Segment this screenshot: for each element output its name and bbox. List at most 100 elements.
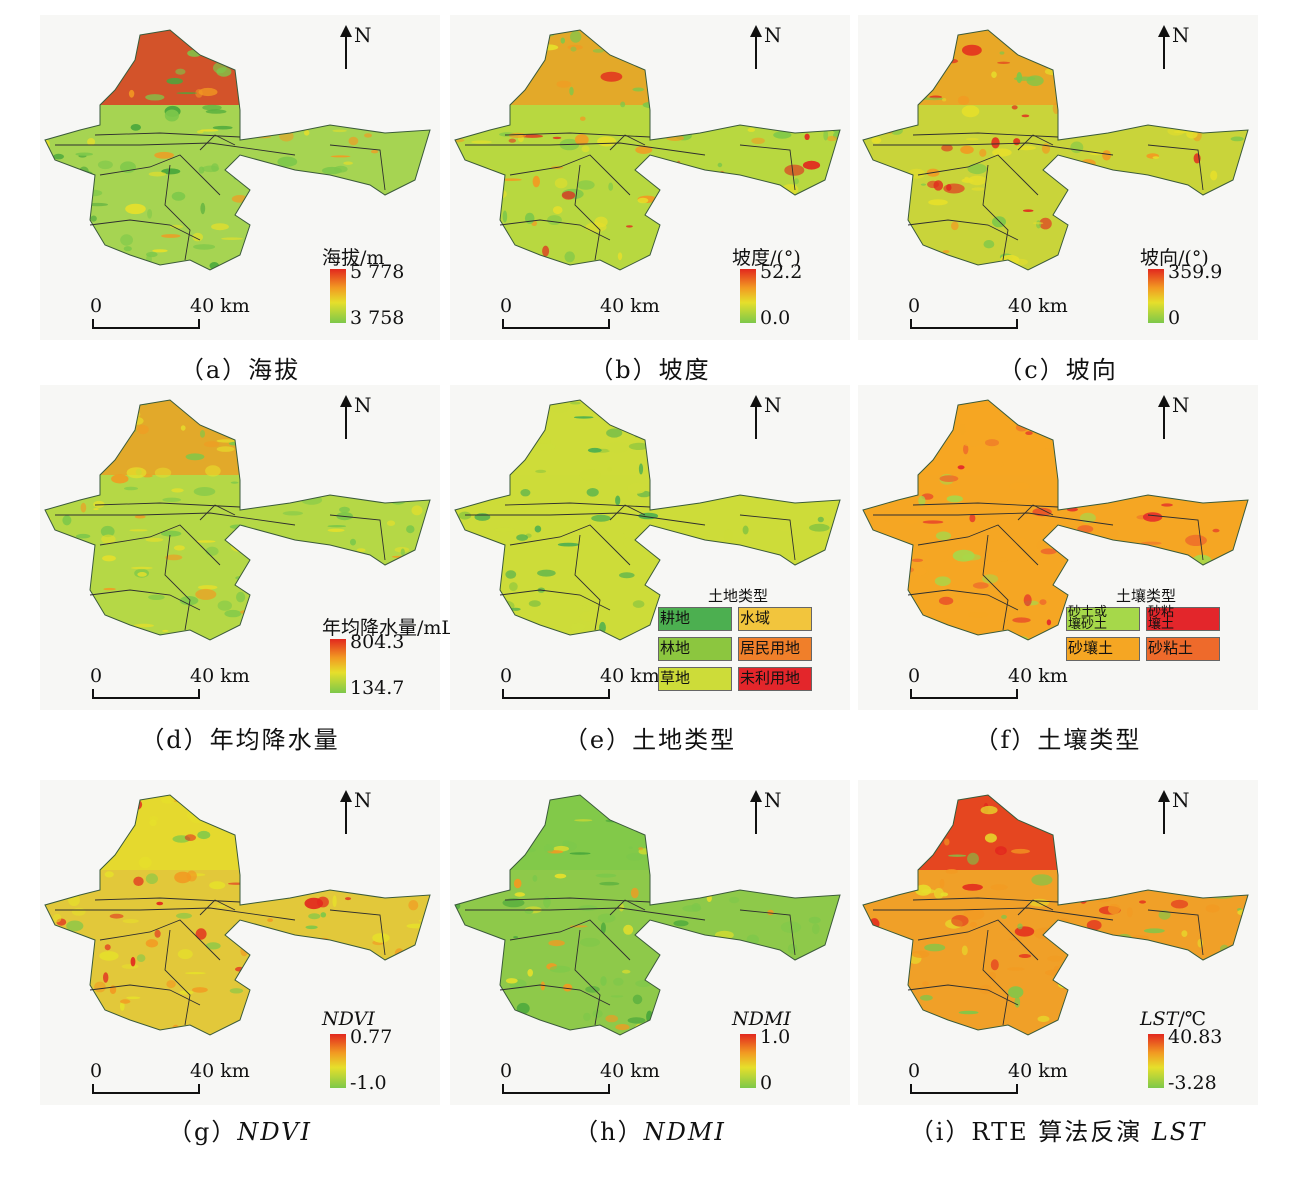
map-texture-patch [105,423,116,429]
map-texture-patch [1108,903,1121,915]
map-texture-patch [1161,503,1173,507]
map-texture-patch [176,912,192,919]
map-texture-patch [884,510,891,523]
map-texture-patch [281,629,300,634]
map-texture-patch [455,30,474,39]
map-texture-patch [313,824,328,827]
map-texture-patch [557,542,579,547]
legend-swatch [738,667,812,691]
map-texture-patch [618,903,624,912]
map-texture-patch [911,418,922,429]
map-texture-patch [521,134,543,138]
map-texture-patch [829,508,836,519]
map-texture-patch [1223,125,1228,131]
map-texture-patch [928,199,948,206]
map-texture-patch [431,214,440,224]
map-texture-patch [1207,803,1225,808]
map-texture-patch [228,882,244,885]
map-texture-patch [1227,971,1243,980]
map-texture-patch [1049,42,1057,45]
map-base [863,400,1248,640]
map-texture-patch [471,140,492,144]
map-texture-patch [87,138,96,146]
map-texture-patch [790,588,812,600]
map-texture-patch [1227,203,1248,208]
map-texture-patch [961,945,968,956]
scale-distance: 40 km [1008,1060,1068,1082]
county-boundary [199,134,236,151]
map-texture-patch [1152,156,1159,159]
map-texture-patch [332,191,352,198]
scale-bar: 0 40 km [908,665,1068,705]
map-texture-patch [597,280,615,285]
caption-f: （f）土壤类型 [974,726,1142,754]
map-texture-patch [877,961,896,970]
map-texture-patch [468,842,482,845]
map-texture-patch [250,256,267,267]
map-texture-patch [811,267,828,270]
caption-g: （g）NDVI [40,1112,440,1147]
map-texture-patch [997,61,1011,64]
map-texture-patch [517,42,531,50]
map-texture-patch [877,488,892,495]
map-texture-patch [255,105,270,109]
map-texture-patch [406,923,428,929]
map-texture-patch [260,1033,270,1035]
county-boundary [99,524,221,566]
map-texture-patch [724,529,733,541]
map-texture-patch [57,936,75,944]
map-texture-patch [418,849,430,855]
map-texture-patch [68,208,84,213]
map-texture-patch [628,442,649,450]
map-texture-patch [1021,807,1040,814]
map-texture-patch [493,79,501,92]
map-texture-patch [192,232,203,242]
map-texture-patch [689,801,700,808]
map-texture-patch [1170,899,1189,909]
county-boundary [1147,144,1204,191]
map-texture-patch [432,534,439,538]
map-texture-patch [45,209,49,218]
map-texture-patch [398,491,404,498]
map-texture-patch [148,594,165,600]
map-texture-patch [184,834,196,841]
legend-max: 1.0 [760,1026,791,1048]
map-texture-patch [863,203,879,216]
map-texture-patch [151,783,161,794]
scale-zero: 0 [908,665,921,687]
county-boundary [89,984,201,1006]
scale-bar: 0 40 km [500,1060,660,1100]
map-texture-patch [45,969,50,973]
map-texture-patch [586,488,599,497]
map-texture-patch [311,990,323,996]
map-texture-patch [1157,196,1178,200]
map-texture-patch [800,1025,806,1029]
map-texture-patch [1101,572,1123,582]
legend-min: 3 758 [350,307,405,329]
map-texture-patch [814,582,825,592]
map-texture-patch [343,161,353,165]
map-texture-patch [899,632,915,637]
map-texture-patch [417,956,422,965]
map-texture-patch [962,44,982,56]
map-texture-patch [524,908,534,914]
map-texture-patch [543,844,555,853]
county-boundary [504,897,651,903]
county-boundary [94,132,241,138]
map-texture-patch [559,270,579,277]
map-texture-patch [954,400,967,408]
map-texture-patch [863,858,872,868]
map-texture-patch [455,138,465,143]
map-texture-patch [95,400,113,410]
map-texture-patch [690,871,706,880]
map-texture-patch [691,1030,703,1034]
map-texture-patch [752,219,766,231]
map-texture-patch [171,191,186,201]
map-texture-patch [645,164,653,172]
map-texture-patch [381,24,391,30]
north-label: N [764,788,782,812]
map-texture-patch [592,1009,603,1018]
map-texture-patch [646,418,665,426]
map-texture-patch [1061,1042,1078,1052]
map-texture-patch [146,251,158,258]
